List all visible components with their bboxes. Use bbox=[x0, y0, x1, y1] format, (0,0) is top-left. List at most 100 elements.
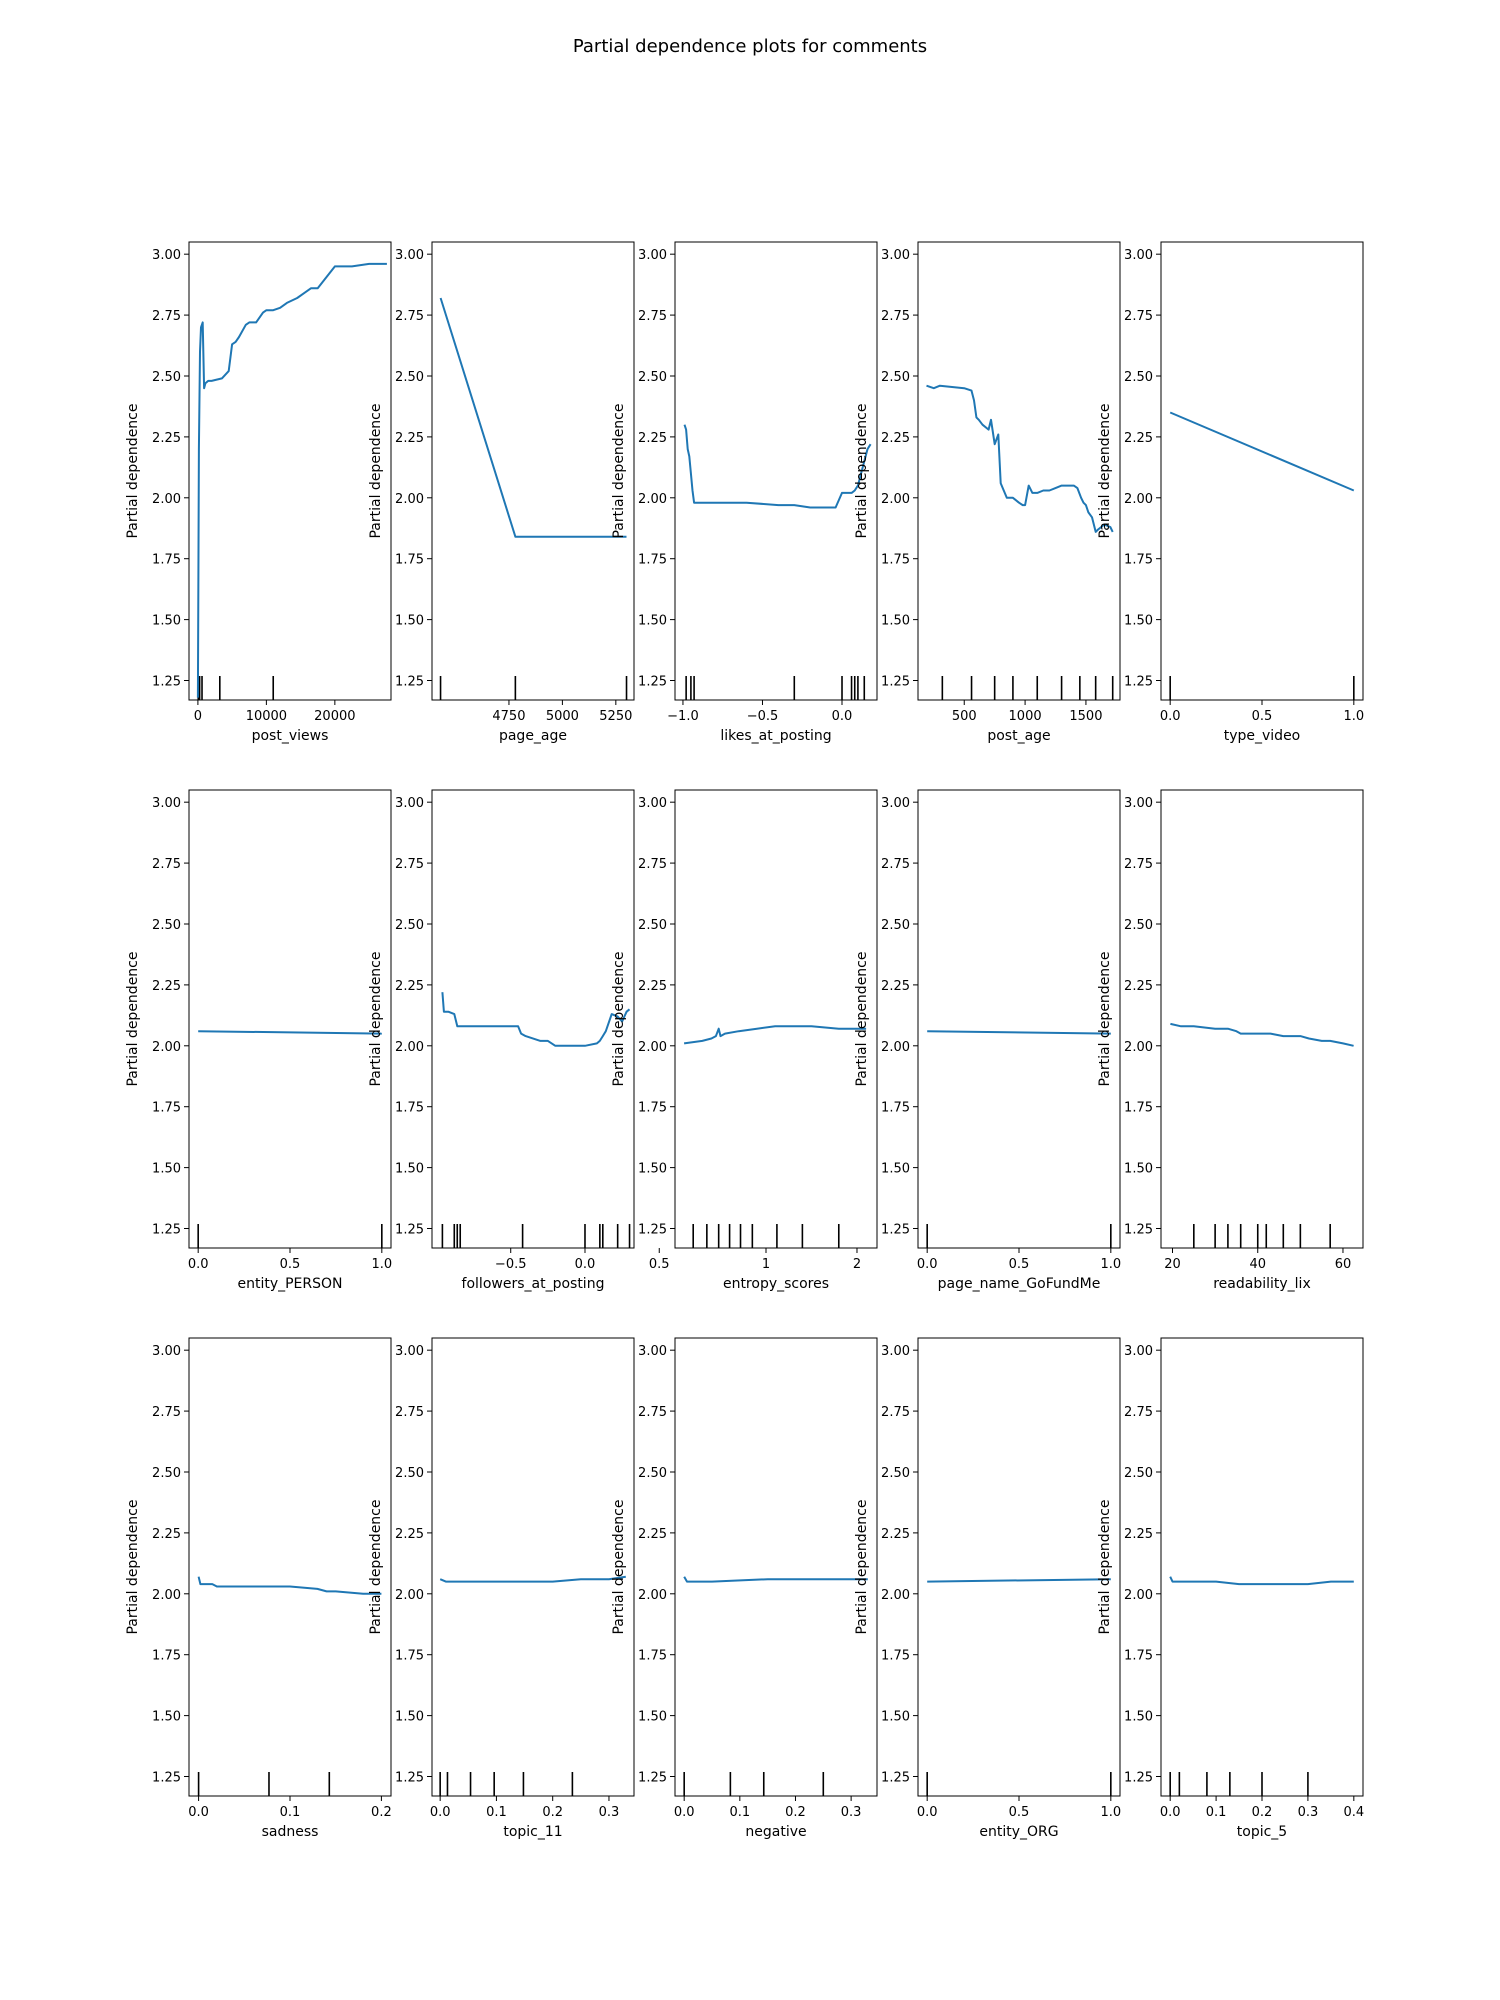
subplot-page-age: 1.25 1.50 1.75 2.00 2.25 2.50 2.75 3.00 4750 5000… bbox=[368, 241, 635, 744]
pd-line-entropy-scores bbox=[683, 1025, 867, 1045]
y-tick-label: 2.25 bbox=[638, 1527, 667, 1542]
x-tick-label: 0.3 bbox=[599, 1805, 620, 1820]
y-tick-label: 2.50 bbox=[395, 370, 424, 385]
x-tick-label: 1500 bbox=[1069, 709, 1102, 724]
x-tick-label: 0.0 bbox=[1160, 709, 1181, 724]
axes-frame bbox=[188, 241, 392, 701]
y-tick-label: 1.75 bbox=[881, 553, 910, 568]
y-tick-label: 1.50 bbox=[395, 614, 424, 629]
pd-line-post-age bbox=[926, 384, 1114, 533]
y-tick-label: 2.00 bbox=[152, 492, 181, 507]
y-tick-label: 1.25 bbox=[395, 675, 424, 690]
x-axis-label: entropy_scores bbox=[723, 1276, 829, 1292]
subplot-sadness: 1.25 1.50 1.75 2.00 2.25 2.50 2.75 3.00 0.0 0.1 0.… bbox=[125, 1337, 392, 1840]
y-tick-label: 1.50 bbox=[395, 1710, 424, 1725]
x-tick-label: 0.0 bbox=[575, 1257, 596, 1272]
y-tick-label: 2.50 bbox=[1124, 370, 1153, 385]
y-tick-label: 1.75 bbox=[395, 553, 424, 568]
y-tick-label: 1.50 bbox=[1124, 1710, 1153, 1725]
x-tick-label: 0.0 bbox=[832, 709, 853, 724]
subplot-entity-org: 1.25 1.50 1.75 2.00 2.25 2.50 2.75 3.00 0.0 0.5 1.… bbox=[854, 1337, 1121, 1840]
y-tick-label: 1.50 bbox=[881, 614, 910, 629]
subplot-followers-at-posting: 1.25 1.50 1.75 2.00 2.25 2.50 2.75 3.00 −0.5 0.0 0… bbox=[368, 789, 670, 1292]
axes-frame bbox=[1160, 241, 1364, 701]
y-tick-label: 1.75 bbox=[152, 1649, 181, 1664]
x-tick-label: 0.2 bbox=[542, 1805, 563, 1820]
axes-frame bbox=[1160, 1337, 1364, 1797]
y-tick-label: 2.00 bbox=[1124, 1040, 1153, 1055]
y-tick-label: 2.25 bbox=[152, 431, 181, 446]
x-axis-label: entity_PERSON bbox=[237, 1276, 342, 1292]
subplot-post-views: 1.25 1.50 1.75 2.00 2.25 2.50 2.75 3.00 0 10000 20… bbox=[125, 241, 392, 744]
y-tick-label: 2.75 bbox=[881, 857, 910, 872]
y-tick-label: 1.50 bbox=[638, 1162, 667, 1177]
y-tick-label: 2.50 bbox=[1124, 1466, 1153, 1481]
pd-line-page-age bbox=[439, 297, 627, 538]
x-tick-label: 60 bbox=[1335, 1257, 1352, 1272]
y-tick-label: 2.25 bbox=[152, 1527, 181, 1542]
y-tick-label: 2.75 bbox=[638, 309, 667, 324]
y-tick-label: 1.50 bbox=[881, 1162, 910, 1177]
y-tick-label: 2.00 bbox=[638, 1040, 667, 1055]
y-tick-label: 1.75 bbox=[638, 1101, 667, 1116]
y-tick-label: 2.25 bbox=[638, 431, 667, 446]
y-axis-label: Partial dependence bbox=[854, 403, 870, 538]
pd-line-post-views bbox=[196, 262, 387, 698]
y-tick-label: 1.50 bbox=[152, 1710, 181, 1725]
x-tick-label: 0.5 bbox=[280, 1257, 301, 1272]
y-tick-label: 3.00 bbox=[638, 1344, 667, 1359]
y-tick-label: 2.50 bbox=[152, 370, 181, 385]
pd-line-entity-org bbox=[927, 1578, 1111, 1583]
x-tick-label: 0.5 bbox=[1009, 1805, 1030, 1820]
pd-line-type-video bbox=[1169, 411, 1355, 492]
subplot-topic-11: 1.25 1.50 1.75 2.00 2.25 2.50 2.75 3.00 0.0 0.1 0.… bbox=[368, 1337, 635, 1840]
x-tick-label: 0.0 bbox=[917, 1805, 938, 1820]
x-axis-label: post_age bbox=[987, 728, 1050, 744]
y-tick-label: 3.00 bbox=[881, 796, 910, 811]
y-tick-label: 3.00 bbox=[881, 1344, 910, 1359]
y-axis-label: Partial dependence bbox=[611, 1499, 627, 1634]
y-tick-label: 2.50 bbox=[638, 1466, 667, 1481]
y-tick-label: 2.00 bbox=[1124, 1588, 1153, 1603]
pd-line-likes-at-posting bbox=[683, 424, 872, 509]
x-axis-label: type_video bbox=[1224, 728, 1301, 744]
y-tick-label: 2.25 bbox=[395, 431, 424, 446]
y-tick-label: 2.50 bbox=[638, 370, 667, 385]
y-tick-label: 2.75 bbox=[1124, 857, 1153, 872]
y-tick-label: 3.00 bbox=[881, 248, 910, 263]
y-tick-label: 2.50 bbox=[1124, 918, 1153, 933]
x-tick-label: 0.1 bbox=[729, 1805, 750, 1820]
y-tick-label: 1.25 bbox=[638, 1771, 667, 1786]
x-axis-label: topic_5 bbox=[1237, 1824, 1287, 1840]
y-tick-label: 2.50 bbox=[881, 1466, 910, 1481]
y-tick-label: 2.00 bbox=[881, 1588, 910, 1603]
x-tick-label: 1.0 bbox=[371, 1257, 392, 1272]
y-tick-label: 3.00 bbox=[1124, 1344, 1153, 1359]
y-tick-label: 1.25 bbox=[152, 1771, 181, 1786]
y-tick-label: 3.00 bbox=[395, 248, 424, 263]
x-tick-label: 0.0 bbox=[1160, 1805, 1181, 1820]
y-tick-label: 1.75 bbox=[152, 1101, 181, 1116]
x-tick-label: 0.5 bbox=[649, 1257, 670, 1272]
y-axis-label: Partial dependence bbox=[1097, 951, 1113, 1086]
x-axis-label: likes_at_posting bbox=[720, 728, 831, 744]
y-tick-label: 3.00 bbox=[1124, 796, 1153, 811]
x-tick-label: 0.1 bbox=[1206, 1805, 1227, 1820]
x-tick-label: 0.4 bbox=[1343, 1805, 1364, 1820]
x-tick-label: 0.1 bbox=[280, 1805, 301, 1820]
y-axis-label: Partial dependence bbox=[368, 951, 384, 1086]
axes-frame bbox=[188, 1337, 392, 1797]
y-tick-label: 3.00 bbox=[152, 1344, 181, 1359]
x-axis-label: post_views bbox=[252, 728, 329, 744]
x-tick-label: −0.5 bbox=[747, 709, 779, 724]
subplot-type-video: 1.25 1.50 1.75 2.00 2.25 2.50 2.75 3.00 0.0 0.5 1.… bbox=[1097, 241, 1364, 744]
y-tick-label: 2.00 bbox=[638, 492, 667, 507]
y-tick-label: 2.50 bbox=[881, 370, 910, 385]
x-axis-label: sadness bbox=[262, 1824, 319, 1840]
axes-frame bbox=[674, 1337, 878, 1797]
y-axis-label: Partial dependence bbox=[854, 1499, 870, 1634]
y-tick-label: 2.75 bbox=[881, 309, 910, 324]
y-tick-label: 2.75 bbox=[152, 1405, 181, 1420]
y-tick-label: 2.25 bbox=[1124, 979, 1153, 994]
y-tick-label: 1.25 bbox=[638, 675, 667, 690]
